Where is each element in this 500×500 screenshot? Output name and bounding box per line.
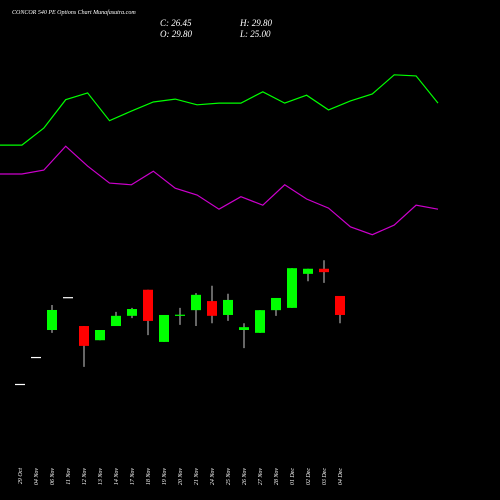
candle-body bbox=[335, 295, 345, 315]
x-tick-label: 13 Nov bbox=[98, 468, 104, 486]
x-tick-label: 26 Nov bbox=[242, 468, 248, 486]
candle-body bbox=[31, 356, 41, 359]
x-tick-label: 17 Nov bbox=[130, 468, 136, 486]
x-tick-label: 04 Dec bbox=[337, 468, 344, 485]
candle-body bbox=[127, 309, 137, 316]
x-tick-label: 28 Nov bbox=[274, 468, 280, 486]
x-tick-label: 04 Nov bbox=[33, 468, 40, 486]
info-label: H: 29.80 bbox=[239, 18, 272, 28]
chart-title: CONCOR 540 PE Options Chart Munafasutra.… bbox=[12, 9, 136, 16]
candle-body bbox=[319, 268, 329, 273]
candle-body bbox=[207, 301, 217, 316]
x-tick-label: 29 Oct bbox=[18, 468, 24, 484]
candle-body bbox=[191, 294, 201, 311]
x-tick-label: 20 Nov bbox=[178, 468, 184, 486]
indicator-line bbox=[0, 145, 439, 236]
x-tick-label: 27 Nov bbox=[258, 468, 264, 486]
candle-body bbox=[47, 309, 57, 331]
candle-body bbox=[143, 289, 153, 321]
candle-body bbox=[271, 297, 281, 311]
info-label: C: 26.45 bbox=[160, 18, 192, 28]
x-tick-label: 03 Dec bbox=[322, 468, 328, 485]
x-tick-label: 01 Dec bbox=[290, 468, 296, 485]
candle-body bbox=[111, 315, 121, 327]
candle-body bbox=[95, 330, 105, 341]
info-label: L: 25.00 bbox=[239, 29, 271, 39]
candle-body bbox=[303, 268, 313, 274]
x-tick-label: 25 Nov bbox=[226, 468, 232, 486]
info-label: O: 29.80 bbox=[160, 29, 192, 39]
candle-body bbox=[159, 314, 169, 342]
x-tick-label: 11 Nov bbox=[66, 468, 72, 485]
x-tick-label: 21 Nov bbox=[194, 468, 200, 486]
x-tick-label: 12 Nov bbox=[82, 468, 88, 486]
candle-body bbox=[15, 383, 25, 386]
candle-body bbox=[223, 299, 233, 315]
indicator-line bbox=[0, 74, 439, 146]
x-tick-label: 14 Nov bbox=[113, 468, 120, 486]
candle-body bbox=[287, 268, 297, 308]
candle-body bbox=[255, 310, 265, 333]
x-tick-label: 19 Nov bbox=[162, 468, 168, 486]
x-tick-label: 06 Nov bbox=[50, 468, 56, 486]
x-tick-label: 18 Nov bbox=[146, 468, 152, 486]
candle-body bbox=[79, 326, 89, 346]
x-tick-label: 24 Nov bbox=[209, 468, 216, 486]
candle-body bbox=[63, 297, 73, 299]
candle-body bbox=[239, 327, 249, 331]
x-tick-label: 02 Dec bbox=[306, 468, 312, 485]
candle-body bbox=[175, 314, 185, 316]
